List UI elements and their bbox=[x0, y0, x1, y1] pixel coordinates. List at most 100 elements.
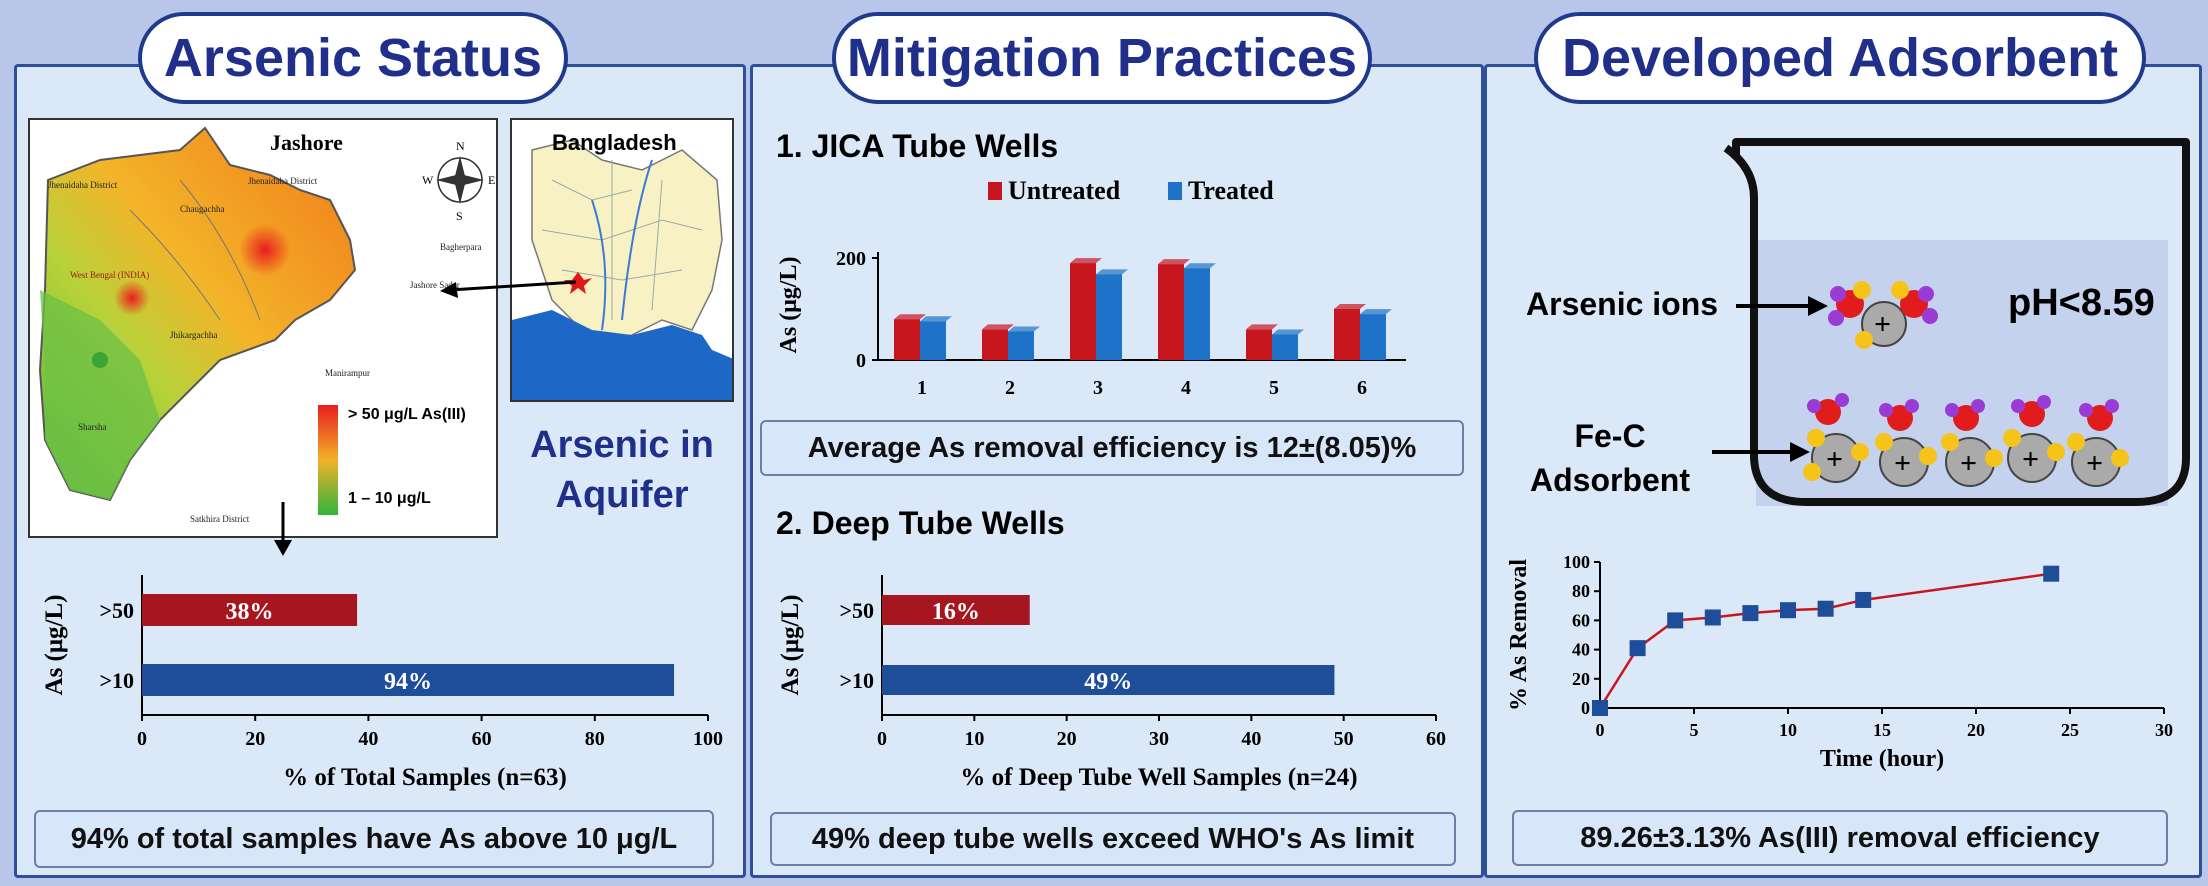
adsorbent-title: Developed Adsorbent bbox=[1534, 12, 2146, 104]
x-tick-label: 50 bbox=[1334, 728, 1354, 750]
x-tick-label: 10 bbox=[1779, 720, 1797, 740]
bar-treated-6 bbox=[1360, 314, 1386, 360]
y-tick-label: 60 bbox=[1572, 610, 1590, 630]
bar-top bbox=[1096, 269, 1128, 275]
x-tick-label: 0 bbox=[877, 728, 887, 750]
legend-low-label: 1 – 10 μg/L bbox=[348, 490, 431, 507]
map-label-jhenaidaha-2: Jhenaidaha District bbox=[248, 176, 318, 186]
map-label-west-bengal: West Bengal (INDIA) bbox=[70, 270, 149, 280]
y-tick-label: 200 bbox=[836, 248, 866, 270]
adsorbent-caption: 89.26±3.13% As(III) removal efficiency bbox=[1512, 810, 2168, 866]
y-tick-label: 0 bbox=[856, 350, 866, 372]
beaker-outline bbox=[1723, 138, 2190, 506]
arsenic-status-title: Arsenic Status bbox=[138, 12, 568, 104]
bar-value-label: 49% bbox=[1084, 669, 1132, 695]
map-label-jhenaidaha-1: Jhenaidaha District bbox=[48, 180, 118, 190]
y-category-label: >50 bbox=[839, 598, 874, 623]
bar-0 bbox=[882, 595, 1030, 625]
legend-color-bar bbox=[318, 405, 338, 515]
bangladesh-inset-map: Bangladesh bbox=[510, 118, 734, 402]
bar-value-label: 16% bbox=[932, 599, 980, 625]
ph-label: pH<8.59 bbox=[2008, 282, 2155, 324]
y-category-label: >10 bbox=[839, 668, 874, 693]
compass-rose: N S E W bbox=[422, 139, 495, 223]
location-arrow bbox=[440, 280, 577, 298]
arsenic-status-caption: 94% of total samples have As above 10 μg… bbox=[34, 810, 714, 868]
bar-untreated-6 bbox=[1334, 309, 1360, 360]
data-point bbox=[1855, 591, 1872, 608]
bar-treated-5 bbox=[1272, 334, 1298, 360]
y-axis-title: As (μg/L) bbox=[776, 257, 802, 354]
bar-treated-2 bbox=[1008, 331, 1034, 360]
y-axis-title: As (μg/L) bbox=[41, 595, 68, 696]
bar-untreated-3 bbox=[1070, 263, 1096, 360]
adsorbent-particles: + + + + + bbox=[1803, 393, 2129, 487]
deep-caption: 49% deep tube wells exceed WHO's As limi… bbox=[770, 812, 1456, 866]
jica-section-title: 1. JICA Tube Wells bbox=[776, 128, 1059, 164]
x-tick-label: 20 bbox=[245, 728, 265, 750]
map-label-satkhira: Satkhira District bbox=[190, 514, 250, 524]
bar-treated-1 bbox=[920, 321, 946, 360]
bar-top bbox=[1184, 263, 1216, 269]
adsorbent-label: Fe-C Adsorbent bbox=[1520, 414, 1700, 502]
x-tick-label: 30 bbox=[2155, 720, 2173, 740]
x-tick-label: 60 bbox=[472, 728, 492, 750]
bar-top bbox=[1008, 326, 1040, 332]
bar-untreated-1 bbox=[894, 319, 920, 360]
svg-text:+: + bbox=[2086, 447, 2103, 480]
y-tick-label: 100 bbox=[1563, 552, 1590, 572]
x-tick-label: 30 bbox=[1149, 728, 1169, 750]
jica-caption: Average As removal efficiency is 12±(8.0… bbox=[760, 420, 1464, 476]
x-tick-label: 40 bbox=[358, 728, 378, 750]
bangladesh-map-graphic bbox=[512, 139, 732, 400]
data-point bbox=[1629, 640, 1646, 657]
svg-text:+: + bbox=[1874, 308, 1891, 341]
x-tick-label: 5 bbox=[1690, 720, 1699, 740]
arsenic-status-bar-chart: 0 20 40 60 80 100 38% >50 94% >10 % of Total Sampl… bbox=[41, 575, 723, 791]
map-label-jhikargachha: Jhikargachha bbox=[170, 330, 217, 340]
bar-1 bbox=[882, 665, 1335, 695]
x-axis-title: Time (hour) bbox=[1820, 746, 1944, 772]
x-tick-label: 10 bbox=[964, 728, 984, 750]
legend-swatch-treated bbox=[1168, 182, 1182, 200]
x-axis-title: % of Deep Tube Well Samples (n=24) bbox=[960, 764, 1357, 791]
map-label-sharsha: Sharsha bbox=[78, 422, 107, 432]
x-tick-label: 100 bbox=[693, 728, 723, 750]
x-tick-label: 0 bbox=[1596, 720, 1605, 740]
arsenic-in-aquifer-label: Arsenic in Aquifer bbox=[510, 420, 734, 520]
adsorbent-line-2: Adsorbent bbox=[1530, 462, 1690, 498]
x-tick-label: 15 bbox=[1873, 720, 1891, 740]
svg-text:+: + bbox=[1960, 447, 1977, 480]
x-tick-label: 60 bbox=[1426, 728, 1446, 750]
bar-top bbox=[920, 316, 952, 322]
legend-label-treated: Treated bbox=[1188, 176, 1274, 205]
x-axis-title: % of Total Samples (n=63) bbox=[283, 764, 567, 791]
y-tick-label: 0 bbox=[1581, 698, 1590, 718]
removal-series-line bbox=[1598, 572, 2052, 709]
deep-tube-bar-chart: 0 10 20 30 40 50 60 16% >50 49% >10 % of Deep Tube … bbox=[777, 575, 1446, 791]
x-tick-label: 5 bbox=[1269, 377, 1279, 399]
data-point bbox=[1592, 700, 1608, 716]
bar-1 bbox=[142, 664, 675, 696]
svg-text:+: + bbox=[2022, 443, 2039, 476]
svg-text:+: + bbox=[1894, 447, 1911, 480]
compass-n: N bbox=[456, 139, 465, 153]
bar-top bbox=[894, 314, 926, 320]
bar-treated-3 bbox=[1096, 274, 1122, 360]
x-tick-label: 0 bbox=[137, 728, 147, 750]
x-tick-label: 6 bbox=[1357, 377, 1367, 399]
bar-top bbox=[1158, 259, 1190, 265]
map-label-jashore-sadar: Jashore Sadar bbox=[410, 280, 460, 290]
map-title: Jashore bbox=[270, 130, 343, 155]
compass-w: W bbox=[422, 173, 434, 187]
bar-top bbox=[1246, 324, 1278, 330]
bar-value-label: 94% bbox=[384, 669, 432, 695]
bar-top bbox=[1070, 258, 1102, 264]
y-axis-title: % As Removal bbox=[1506, 559, 1532, 711]
x-tick-label: 40 bbox=[1241, 728, 1261, 750]
y-category-label: >50 bbox=[99, 598, 134, 623]
x-tick-label: 20 bbox=[1057, 728, 1077, 750]
bar-top bbox=[982, 324, 1014, 330]
x-tick-label: 3 bbox=[1093, 377, 1103, 399]
bar-value-label: 38% bbox=[226, 599, 274, 625]
